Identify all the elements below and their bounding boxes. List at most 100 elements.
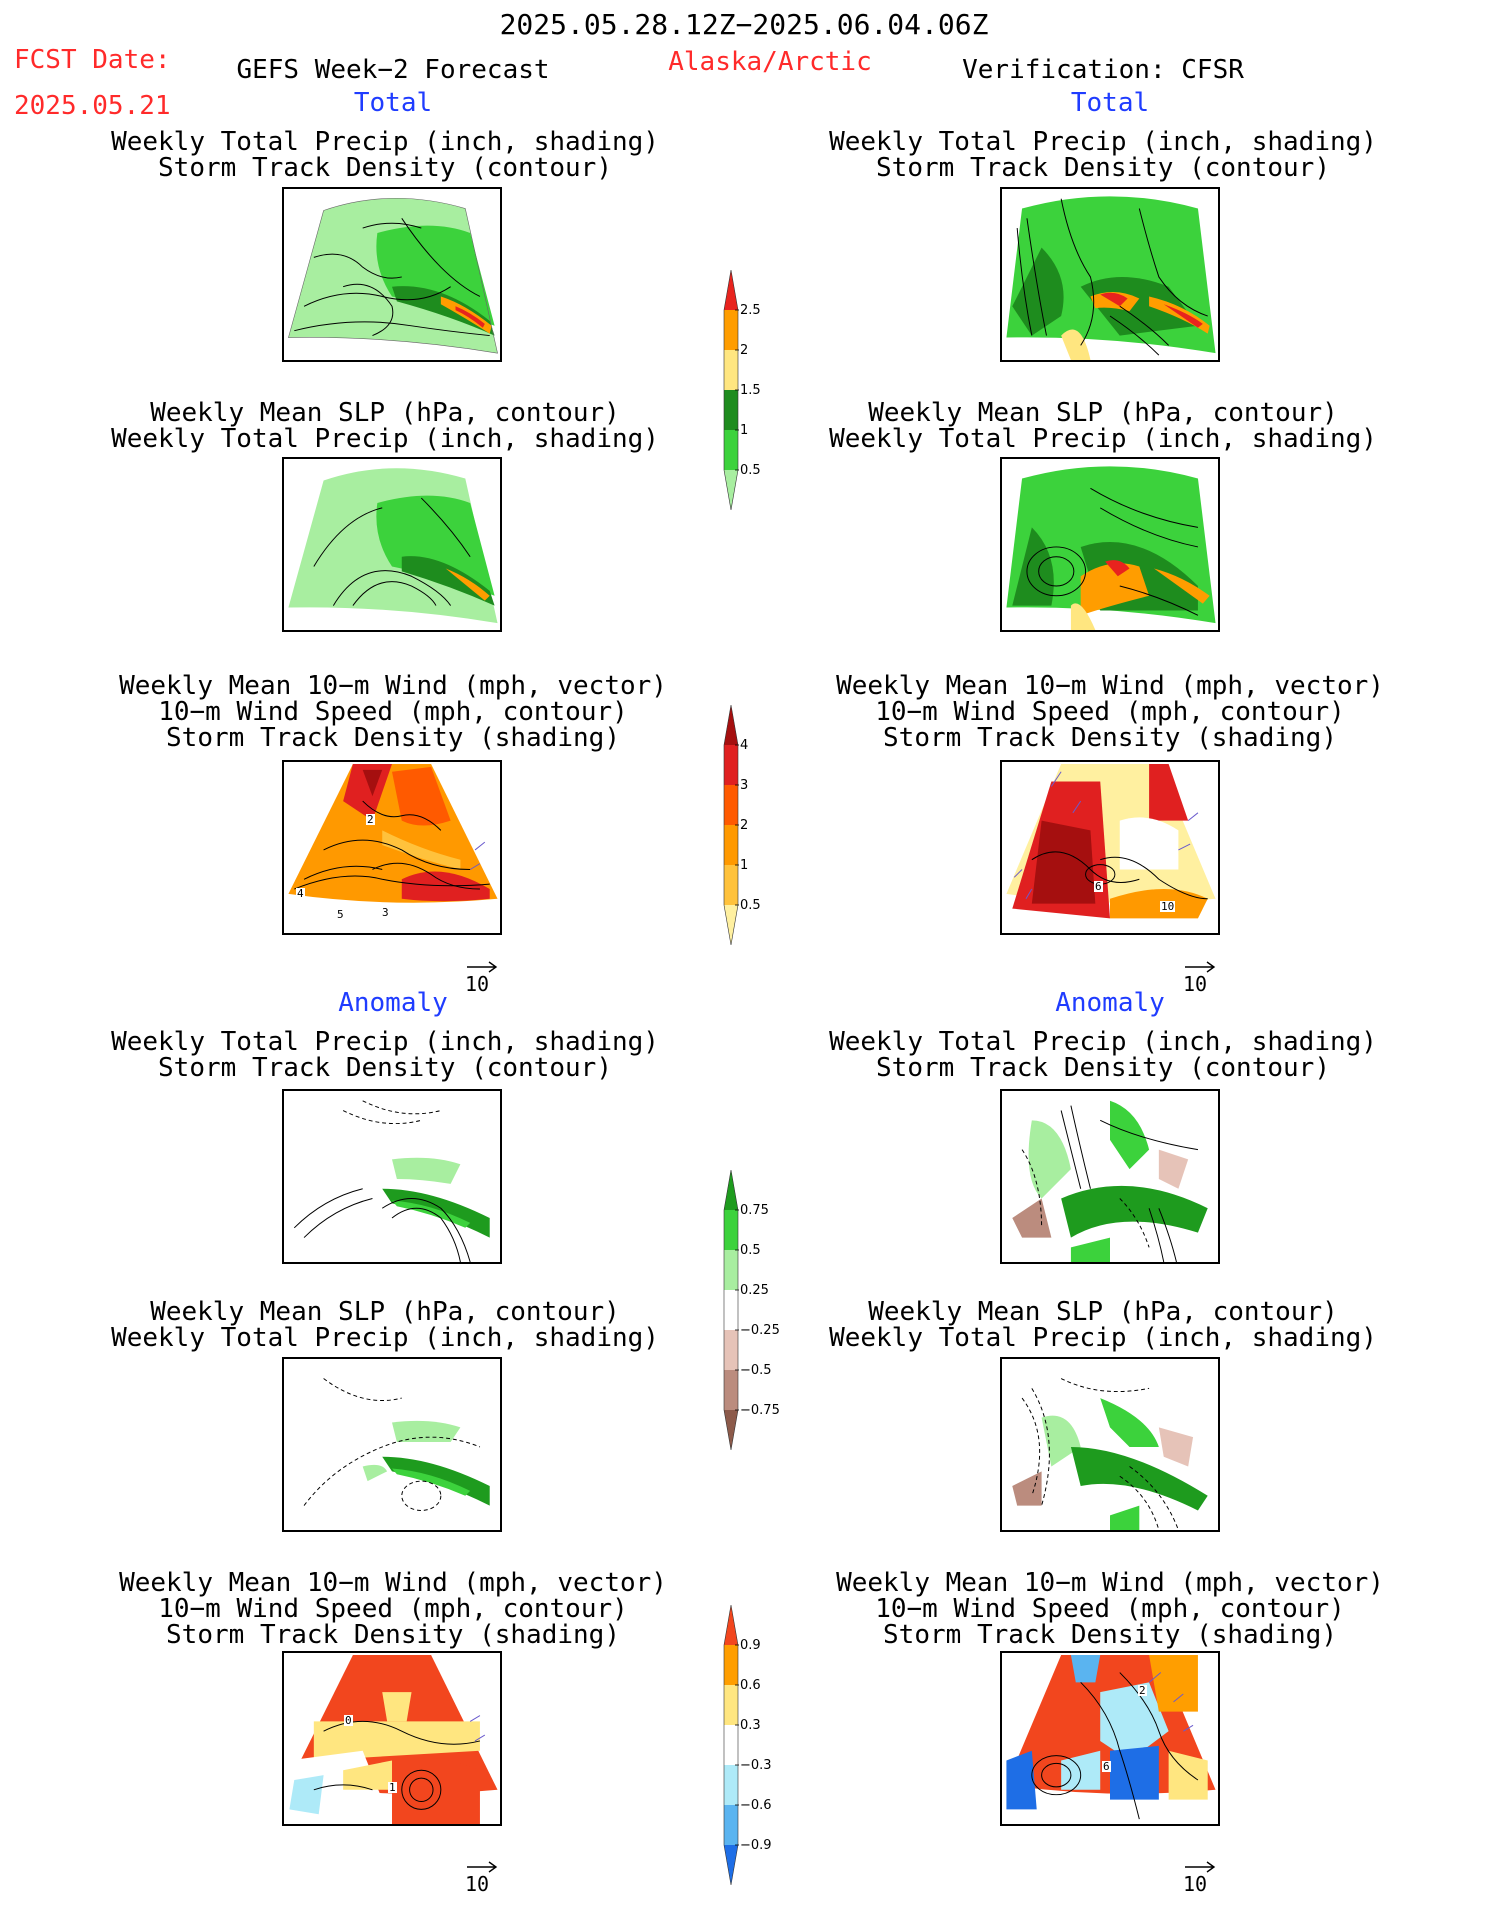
map-obs-total-slp-svg xyxy=(1006,466,1216,630)
colorbar-outline xyxy=(723,704,739,946)
section-total-right: Total xyxy=(1070,88,1150,118)
colorbar-tick-label: 2 xyxy=(740,343,748,358)
colorbar-storm-anomaly: 0.9 0.6 0.3 −0.3 −0.6 −0.9 xyxy=(723,1604,772,1886)
colorbar-tick-label: 2.5 xyxy=(740,303,761,318)
colorbar-segment xyxy=(724,1250,738,1290)
section-anomaly-left: Anomaly xyxy=(338,988,448,1018)
colorbar-bottom-cap xyxy=(724,1845,738,1885)
colorbar-segment xyxy=(724,1725,738,1765)
colorbar-segment xyxy=(724,1685,738,1725)
contour-label: 0 xyxy=(344,1714,353,1727)
vector-ref-fcst-total: 10 xyxy=(465,960,499,994)
contour-label: 6 xyxy=(1094,880,1103,893)
reference-arrow-icon xyxy=(1185,961,1216,973)
panel-title: Weekly Mean SLP (hPa, contour) xyxy=(150,398,620,428)
colorbar-tick-label: 0.75 xyxy=(740,1203,769,1218)
colorbar-segment xyxy=(724,1210,738,1250)
colorbar-segment xyxy=(724,1805,738,1845)
colorbar-tick-label: −0.3 xyxy=(740,1758,772,1773)
map-fcst-anom-slp xyxy=(282,1357,502,1532)
colorbar-bottom-cap xyxy=(724,470,738,510)
map-obs-total-slp xyxy=(1000,457,1220,632)
map-obs-anom-slp xyxy=(1000,1357,1220,1532)
colorbar-tick-label: 0.9 xyxy=(740,1638,761,1653)
colorbar-tick-label: 0.6 xyxy=(740,1678,761,1693)
region-title: Alaska/Arctic xyxy=(668,47,872,77)
colorbar-precip-total: 2.5 2 1.5 1 0.5 xyxy=(723,269,761,511)
colorbar-tick-label: −0.25 xyxy=(740,1323,780,1338)
panel-title: Weekly Total Precip (inch, shading) xyxy=(111,424,659,454)
map-fcst-total-precip-svg xyxy=(288,197,498,354)
colorbar-tick-label: 0.3 xyxy=(740,1718,761,1733)
colorbar-segment xyxy=(724,310,738,350)
panel-title: Storm Track Density (contour) xyxy=(876,1053,1330,1083)
panel-title: 10−m Wind Speed (mph, contour) xyxy=(158,697,628,727)
map-fcst-total-wind-svg xyxy=(288,763,498,903)
colorbar-precip-anomaly: 0.75 0.5 0.25 −0.25 −0.5 −0.75 xyxy=(723,1169,780,1451)
colorbar-tick-label: −0.9 xyxy=(740,1838,772,1853)
panel-title: Storm Track Density (shading) xyxy=(883,1620,1337,1650)
map-obs-total-precip xyxy=(1000,187,1220,362)
colorbar-segment xyxy=(724,825,738,865)
colorbar-segment xyxy=(724,785,738,825)
fcst-date-label: FCST Date: xyxy=(14,45,171,75)
vector-ref-fcst-anom: 10 xyxy=(465,1860,499,1894)
date-range-title: 2025.05.28.12Z−2025.06.04.06Z xyxy=(499,8,989,41)
map-obs-total-precip-svg xyxy=(1006,196,1216,360)
contour-label: 5 xyxy=(336,908,345,921)
colorbar-segment xyxy=(724,865,738,905)
contour-label: 4 xyxy=(296,887,305,900)
map-obs-anom-precip xyxy=(1000,1089,1220,1264)
verification-title: Verification: CFSR xyxy=(962,55,1244,85)
map-fcst-total-wind: 2 4 5 3 xyxy=(282,760,502,935)
colorbar-top-cap xyxy=(724,1605,738,1645)
forecast-model-title: GEFS Week−2 Forecast xyxy=(236,55,550,85)
panel-title: 10−m Wind Speed (mph, contour) xyxy=(875,1594,1345,1624)
map-fcst-anom-precip-svg xyxy=(293,1100,490,1262)
colorbar-tick-label: 0.5 xyxy=(740,898,761,913)
colorbar-outline xyxy=(723,269,739,511)
panel-title: Weekly Mean 10−m Wind (mph, vector) xyxy=(119,671,667,701)
panel-title: Weekly Mean 10−m Wind (mph, vector) xyxy=(836,671,1384,701)
panel-title: Weekly Total Precip (inch, shading) xyxy=(111,127,659,157)
panel-title: Storm Track Density (contour) xyxy=(158,153,612,183)
colorbar-top-cap xyxy=(724,1170,738,1210)
colorbar-top-cap xyxy=(724,270,738,310)
panel-title: Storm Track Density (shading) xyxy=(166,1620,620,1650)
vector-ref-label: 10 xyxy=(465,972,490,996)
map-obs-anom-wind-svg xyxy=(1006,1654,1216,1820)
colorbar-tick-label: 1 xyxy=(740,423,748,438)
colorbar-storm-total: 4 3 2 1 0.5 xyxy=(723,704,761,946)
colorbar-tick-label: 0.5 xyxy=(740,1243,761,1258)
colorbar-tick-label: 1.5 xyxy=(740,383,761,398)
map-fcst-anom-precip xyxy=(282,1089,502,1264)
colorbar-bottom-cap xyxy=(724,905,738,945)
colorbar-tick-label: −0.5 xyxy=(740,1363,772,1378)
map-fcst-total-slp xyxy=(282,457,502,632)
panel-title: Weekly Total Precip (inch, shading) xyxy=(829,127,1377,157)
reference-arrow-icon xyxy=(1185,1861,1216,1873)
colorbar-tick-label: 1 xyxy=(740,858,748,873)
map-fcst-anom-slp-svg xyxy=(303,1378,490,1511)
map-fcst-anom-wind-svg xyxy=(288,1654,498,1824)
colorbar-segment xyxy=(724,1765,738,1805)
colorbar-bottom-cap xyxy=(724,1410,738,1450)
panel-title: Weekly Mean SLP (hPa, contour) xyxy=(150,1297,620,1327)
colorbar-tick-label: 3 xyxy=(740,778,748,793)
colorbar-segment xyxy=(724,350,738,390)
vector-ref-label: 10 xyxy=(1183,972,1208,996)
panel-title: Weekly Total Precip (inch, shading) xyxy=(111,1323,659,1353)
panel-title: Weekly Total Precip (inch, shading) xyxy=(829,424,1377,454)
colorbar-tick-label: −0.75 xyxy=(740,1403,780,1418)
colorbar-segment xyxy=(724,1645,738,1685)
contour-label: 2 xyxy=(1138,1684,1147,1697)
colorbar-outline xyxy=(723,1169,739,1451)
vector-ref-label: 10 xyxy=(1183,1872,1208,1896)
map-obs-total-wind-svg xyxy=(1006,763,1216,919)
colorbar-segment xyxy=(724,430,738,470)
vector-ref-obs-anom: 10 xyxy=(1183,1860,1217,1894)
contour-label: 2 xyxy=(366,813,375,826)
reference-arrow-icon xyxy=(467,961,498,973)
colorbar-segment xyxy=(724,1370,738,1410)
map-fcst-anom-wind: 0 1 xyxy=(282,1651,502,1826)
